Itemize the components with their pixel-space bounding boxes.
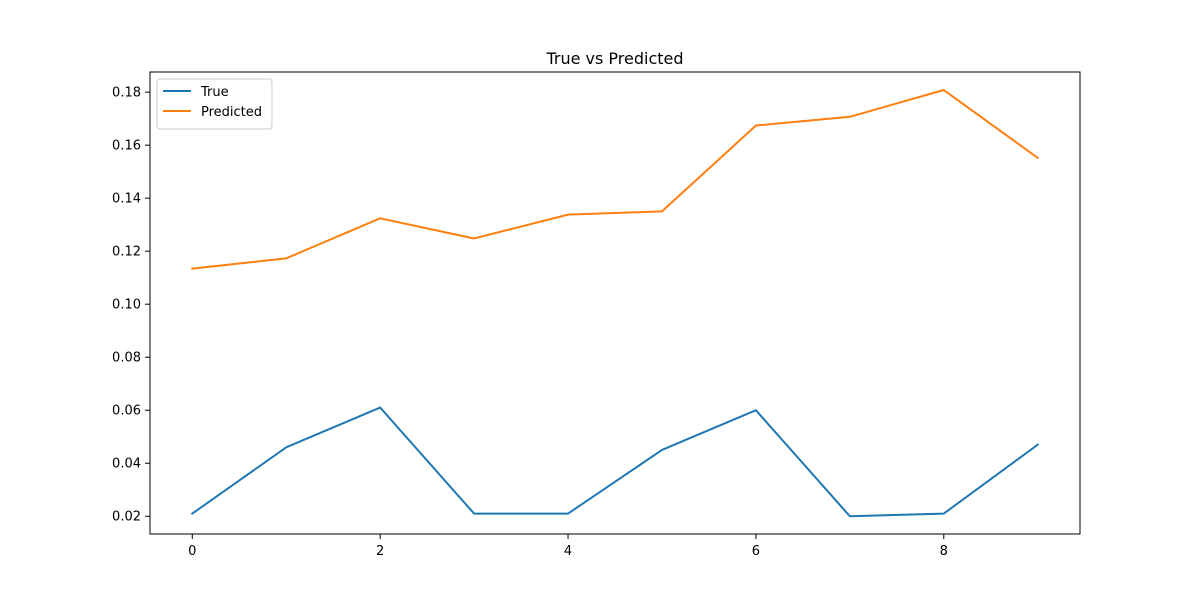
series-line-true	[190, 406, 1040, 518]
x-tick-label: 6	[752, 544, 760, 559]
y-tick-label: 0.02	[112, 510, 141, 525]
y-tick-label: 0.04	[112, 457, 141, 472]
y-tick-label: 0.12	[112, 245, 141, 260]
x-tick-label: 4	[564, 544, 572, 559]
series-line-predicted	[191, 89, 1040, 270]
y-tick-label: 0.14	[112, 192, 141, 207]
chart-title: True vs Predicted	[545, 49, 683, 68]
legend-label-predicted: Predicted	[201, 105, 262, 120]
plot-frame	[149, 71, 1081, 535]
y-tick-label: 0.18	[112, 86, 141, 101]
y-tick-label: 0.10	[112, 298, 141, 313]
y-tick-label: 0.08	[112, 351, 141, 366]
x-tick-label: 0	[188, 544, 196, 559]
legend-label-true: True	[200, 85, 229, 100]
legend: True Predicted	[156, 78, 273, 130]
y-tick-label: 0.16	[112, 139, 141, 154]
x-tick-label: 8	[940, 544, 948, 559]
y-tick-label: 0.06	[112, 404, 141, 419]
series-layer	[190, 89, 1040, 518]
x-tick-label: 2	[376, 544, 384, 559]
axis-layer: 0 2 4 6 8 0.02 0.04 0.06 0.08 0.10 0.12 0.14 0.16 0.1…	[112, 71, 1081, 559]
